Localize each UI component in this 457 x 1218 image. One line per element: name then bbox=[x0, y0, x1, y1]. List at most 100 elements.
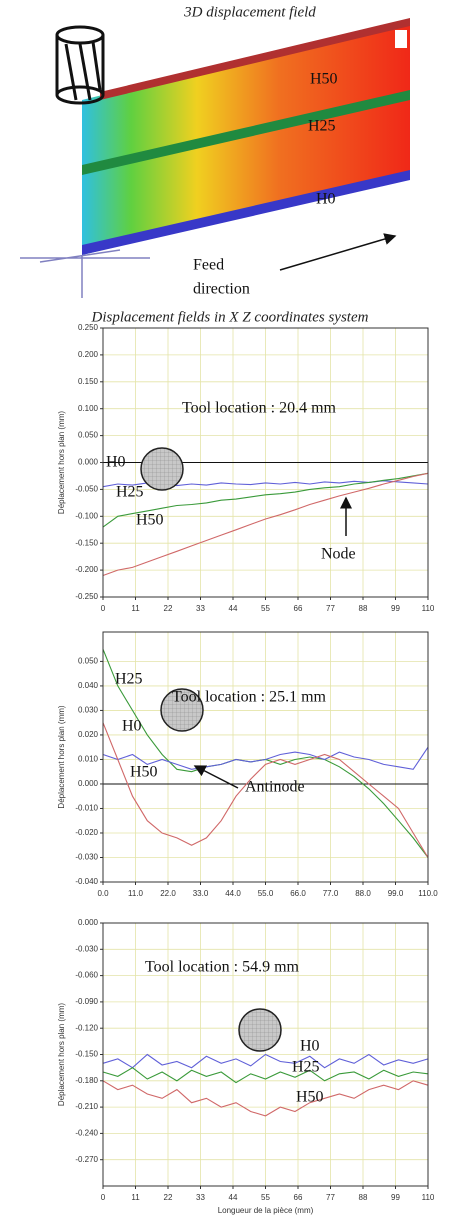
series-label: H0 bbox=[106, 454, 126, 471]
x-tick-label: 77 bbox=[326, 1193, 335, 1202]
tool-marker bbox=[238, 1008, 282, 1052]
annotation: Antinode bbox=[245, 779, 305, 796]
y-tick-label: -0.270 bbox=[75, 1155, 98, 1164]
figure-title: 3D displacement field bbox=[183, 4, 316, 20]
plot-frame bbox=[102, 922, 429, 1187]
plot-frame bbox=[102, 631, 429, 883]
x-tick-label: 88 bbox=[359, 1193, 368, 1202]
y-tick-label: 0.150 bbox=[78, 377, 99, 386]
y-tick-label: -0.120 bbox=[75, 1023, 98, 1032]
series-line bbox=[102, 1080, 429, 1117]
x-tick-label: 11.0 bbox=[128, 889, 144, 898]
x-tick-label: 44 bbox=[229, 1193, 238, 1202]
x-tick-label: 55 bbox=[261, 604, 270, 613]
x-tick-label: 110 bbox=[422, 604, 435, 613]
series-line bbox=[102, 472, 429, 577]
tool-marker bbox=[140, 447, 184, 491]
x-tick-label: 11 bbox=[131, 604, 140, 613]
y-tick-label: 0.050 bbox=[78, 431, 99, 440]
y-tick-label: -0.040 bbox=[75, 877, 98, 886]
y-tick-label: 0.050 bbox=[78, 657, 99, 666]
band-label: H50 bbox=[310, 71, 338, 88]
x-tick-label: 110 bbox=[422, 1193, 435, 1202]
y-tick-label: -0.030 bbox=[75, 944, 98, 953]
x-tick-label: 88.0 bbox=[355, 889, 371, 898]
band-label: H25 bbox=[308, 118, 336, 135]
x-tick-label: 110.0 bbox=[418, 889, 438, 898]
band-label: H0 bbox=[316, 191, 336, 208]
series-label: H50 bbox=[130, 764, 158, 781]
x-tick-label: 99 bbox=[391, 1193, 400, 1202]
x-tick-label: 88 bbox=[359, 604, 368, 613]
series-line bbox=[102, 472, 429, 528]
x-tick-label: 99.0 bbox=[388, 889, 404, 898]
y-tick-label: -0.090 bbox=[75, 997, 98, 1006]
series-line bbox=[102, 722, 429, 858]
x-tick-label: 55 bbox=[261, 1193, 270, 1202]
y-axis-label: Déplacement hors plan (mm) bbox=[57, 411, 66, 514]
tool-marker bbox=[160, 688, 204, 732]
x-tick-label: 77.0 bbox=[323, 889, 339, 898]
y-tick-label: -0.200 bbox=[75, 565, 98, 574]
y-tick-label: -0.210 bbox=[75, 1102, 98, 1111]
x-tick-label: 0 bbox=[101, 1193, 106, 1202]
x-tick-label: 66.0 bbox=[290, 889, 306, 898]
y-axis-label: Déplacement hors plan (mm) bbox=[57, 1003, 66, 1106]
annotation: Tool location : 20.4 mm bbox=[182, 400, 337, 417]
series-label: H0 bbox=[122, 718, 142, 735]
x-tick-label: 0 bbox=[101, 604, 106, 613]
y-tick-label: 0.250 bbox=[78, 323, 99, 332]
series-line bbox=[102, 1053, 429, 1069]
feed-label: direction bbox=[193, 281, 250, 298]
y-axis-label: Déplacement hors plan (mm) bbox=[57, 705, 66, 808]
series-label: H0 bbox=[300, 1038, 320, 1055]
field-illustration bbox=[20, 18, 410, 298]
x-tick-label: 0.0 bbox=[97, 889, 109, 898]
series-label: H25 bbox=[292, 1059, 320, 1076]
x-tick-label: 33 bbox=[196, 604, 205, 613]
y-tick-label: 0.100 bbox=[78, 404, 99, 413]
x-tick-label: 33.0 bbox=[193, 889, 209, 898]
annotation: Node bbox=[321, 546, 356, 563]
x-tick-label: 55.0 bbox=[258, 889, 274, 898]
y-tick-label: 0.010 bbox=[78, 755, 99, 764]
x-tick-label: 22.0 bbox=[160, 889, 176, 898]
x-tick-label: 66 bbox=[294, 604, 303, 613]
y-tick-label: -0.020 bbox=[75, 828, 98, 837]
feed-label: Feed bbox=[193, 257, 224, 274]
plot-frame bbox=[102, 327, 429, 598]
y-tick-label: -0.250 bbox=[75, 592, 98, 601]
y-tick-label: -0.050 bbox=[75, 485, 98, 494]
y-tick-label: 0.020 bbox=[78, 730, 99, 739]
x-axis-label: Longueur de la pièce (mm) bbox=[218, 1206, 314, 1215]
annotation: Tool location : 54.9 mm bbox=[145, 959, 300, 976]
y-tick-label: -0.180 bbox=[75, 1076, 98, 1085]
y-tick-label: -0.060 bbox=[75, 971, 98, 980]
y-tick-label: 0.000 bbox=[78, 918, 99, 927]
x-tick-label: 11 bbox=[131, 1193, 140, 1202]
series-label: H25 bbox=[115, 671, 143, 688]
y-tick-label: 0.000 bbox=[78, 458, 99, 467]
x-tick-label: 66 bbox=[294, 1193, 303, 1202]
series-label: H50 bbox=[296, 1089, 324, 1106]
x-tick-label: 99 bbox=[391, 604, 400, 613]
series-label: H50 bbox=[136, 512, 164, 529]
y-tick-label: 0.200 bbox=[78, 350, 99, 359]
y-tick-label: -0.150 bbox=[75, 1050, 98, 1059]
x-tick-label: 22 bbox=[164, 1193, 173, 1202]
y-tick-label: 0.000 bbox=[78, 779, 99, 788]
y-tick-label: 0.040 bbox=[78, 681, 99, 690]
annotation-arrow bbox=[193, 765, 239, 789]
annotation: Tool location : 25.1 mm bbox=[172, 689, 327, 706]
series-label: H25 bbox=[116, 484, 144, 501]
x-tick-label: 77 bbox=[326, 604, 335, 613]
x-tick-label: 33 bbox=[196, 1193, 205, 1202]
subtitle: Displacement fields in X Z coordinates s… bbox=[91, 309, 369, 325]
y-tick-label: -0.100 bbox=[75, 511, 98, 520]
series-line bbox=[102, 1067, 429, 1084]
y-tick-label: -0.240 bbox=[75, 1129, 98, 1138]
y-tick-label: 0.030 bbox=[78, 706, 99, 715]
y-tick-label: -0.150 bbox=[75, 538, 98, 547]
x-tick-label: 44 bbox=[229, 604, 238, 613]
